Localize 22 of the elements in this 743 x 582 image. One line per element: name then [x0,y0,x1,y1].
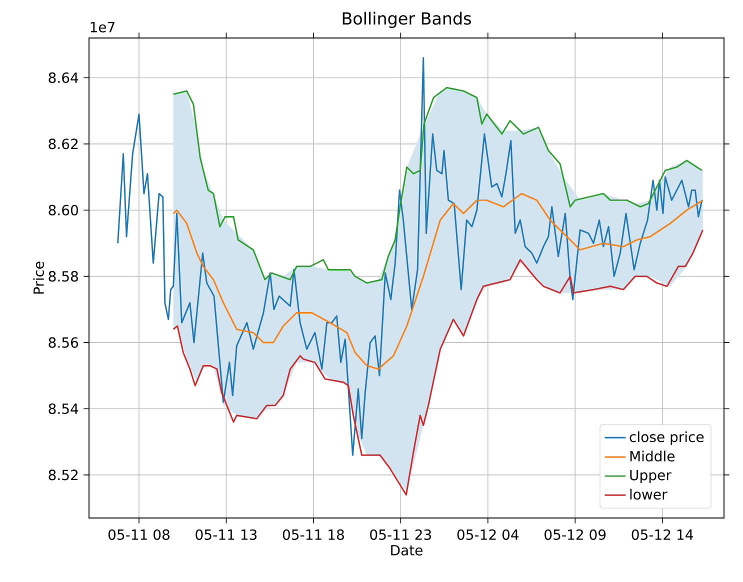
x-tick-label: 05-11 23 [370,529,432,540]
x-tick-label: 05-12 09 [544,529,606,540]
y-tick-label: 8.54 [48,403,78,414]
y-tick-label: 8.52 [48,470,78,480]
y-tick-label: 8.60 [48,204,78,216]
legend-label: Middle [630,450,675,462]
x-tick-label: 05-11 08 [108,529,170,540]
x-axis-title: Date [391,545,422,556]
text: 1e7 [90,22,114,32]
y-axis-title: Price [33,262,44,294]
y-tick-label: 8.58 [48,271,78,282]
legend-label: lower [630,488,668,500]
chart-title: Bollinger Bands [342,12,471,28]
x-tick-label: 05-12 14 [632,529,694,540]
y-tick-label: 8.64 [48,72,78,83]
x-tick-label: 05-12 04 [457,529,519,540]
x-tick-label: 05-11 18 [282,529,344,540]
y-tick-label: 8.62 [48,138,78,150]
x-tick-label: 05-11 13 [196,529,257,540]
y-tick-label: 8.56 [48,337,78,348]
legend-label: close price [630,431,704,445]
legend-label: Upper [630,470,672,484]
